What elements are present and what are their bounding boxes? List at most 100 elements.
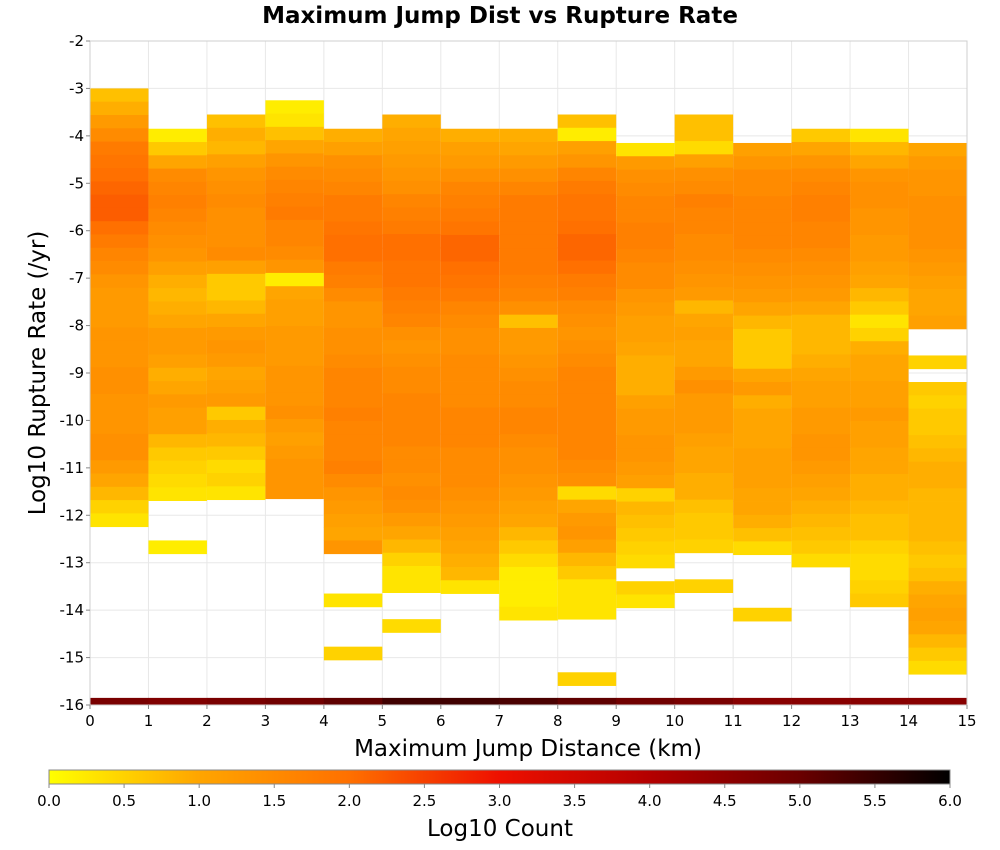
heatmap-cell-bottom	[265, 697, 325, 705]
heatmap-cell	[674, 180, 734, 195]
heatmap-cell-bottom	[206, 697, 266, 705]
heatmap-cell	[616, 435, 675, 449]
heatmap-cell	[440, 288, 500, 302]
heatmap-cell	[674, 419, 734, 434]
heatmap-cell	[323, 434, 383, 448]
heatmap-cell	[733, 474, 792, 489]
heatmap-cell	[557, 486, 617, 501]
heatmap-cell	[791, 460, 851, 475]
x-tick-label: 5	[378, 712, 388, 730]
colorbar-tick-label: 2.5	[412, 792, 436, 810]
heatmap-cell	[908, 421, 967, 436]
heatmap-cell	[850, 128, 909, 143]
heatmap-cell	[674, 459, 734, 474]
heatmap-cell	[791, 447, 851, 462]
heatmap-cell	[323, 593, 383, 608]
y-tick-label: -13	[60, 554, 85, 572]
heatmap-cell	[850, 381, 909, 395]
y-tick-label: -4	[69, 127, 84, 145]
heatmap-cell	[382, 287, 441, 301]
heatmap-cell	[148, 420, 207, 435]
heatmap-cell	[499, 474, 558, 488]
heatmap-cell	[440, 261, 500, 276]
heatmap-cell	[908, 262, 967, 277]
heatmap-cell	[733, 448, 792, 463]
heatmap-cell	[382, 114, 441, 129]
heatmap-cells	[90, 88, 968, 705]
heatmap-cell	[440, 447, 500, 462]
heatmap-cell	[791, 142, 851, 156]
heatmap-cell	[323, 234, 383, 249]
heatmap-cell	[557, 326, 617, 341]
heatmap-cell	[850, 234, 909, 249]
heatmap-cell	[850, 155, 909, 169]
colorbar-tick-label: 5.0	[788, 792, 812, 810]
heatmap-cell	[499, 420, 558, 435]
heatmap-cell	[908, 182, 967, 197]
heatmap-cell	[616, 408, 675, 423]
heatmap-cell	[850, 420, 909, 435]
heatmap-cell	[148, 142, 207, 156]
heatmap-cell	[674, 393, 734, 408]
heatmap-cell	[265, 286, 324, 300]
heatmap-cell	[908, 488, 967, 502]
heatmap-cell	[148, 447, 207, 462]
heatmap-cell	[148, 487, 207, 501]
heatmap-cell	[323, 221, 383, 236]
heatmap-cell	[382, 619, 441, 633]
heatmap-cell	[908, 408, 967, 423]
heatmap-cell	[148, 195, 207, 209]
heatmap-cell	[440, 580, 500, 594]
heatmap-cell	[791, 540, 851, 555]
heatmap-cell	[440, 208, 500, 223]
colorbar-tick-label: 3.0	[488, 792, 512, 810]
x-tick-label: 11	[724, 712, 743, 730]
heatmap-cell	[148, 327, 207, 342]
x-tick-label: 13	[841, 712, 860, 730]
heatmap-cell	[90, 300, 149, 315]
heatmap-cell	[616, 501, 675, 516]
heatmap-cell	[616, 474, 675, 489]
heatmap-cell	[382, 207, 441, 222]
heatmap-cell	[616, 142, 675, 157]
y-axis-label: Log10 Rupture Rate (/yr)	[25, 231, 51, 516]
heatmap-cell	[791, 527, 851, 541]
heatmap-cell	[733, 382, 792, 396]
heatmap-cell	[908, 647, 967, 662]
heatmap-cell	[382, 220, 441, 235]
heatmap-cell	[382, 180, 441, 195]
heatmap-cell	[499, 513, 558, 528]
heatmap-cell	[791, 474, 851, 488]
colorbar-tick-label: 1.0	[187, 792, 211, 810]
heatmap-cell	[499, 142, 558, 156]
heatmap-cell	[557, 380, 617, 394]
heatmap-cell	[733, 421, 792, 436]
heatmap-cell	[791, 195, 851, 209]
heatmap-cell	[265, 326, 324, 340]
heatmap-cell	[616, 249, 675, 263]
heatmap-cell	[850, 208, 909, 223]
heatmap-cell	[850, 248, 909, 262]
heatmap-cell	[148, 394, 207, 409]
heatmap-cell	[616, 382, 675, 396]
heatmap-cell	[791, 420, 851, 435]
heatmap-cell	[557, 260, 617, 275]
y-tick-label: -5	[69, 174, 84, 192]
heatmap-cell	[148, 540, 207, 555]
heatmap-cell	[90, 234, 149, 249]
heatmap-cell	[733, 182, 792, 197]
heatmap-cell	[616, 461, 675, 476]
heatmap-cell	[148, 314, 207, 329]
heatmap-cell	[323, 128, 383, 143]
heatmap-cell	[850, 301, 909, 316]
heatmap-cell	[908, 156, 967, 170]
heatmap-cell	[323, 460, 383, 475]
heatmap-cell	[148, 208, 207, 223]
heatmap-cell	[733, 355, 792, 370]
heatmap-cell	[323, 301, 383, 316]
heatmap-cell	[674, 141, 734, 155]
heatmap-cell	[382, 446, 441, 461]
heatmap-cell	[850, 474, 909, 488]
heatmap-cell	[90, 486, 149, 501]
heatmap-cell	[440, 367, 500, 382]
